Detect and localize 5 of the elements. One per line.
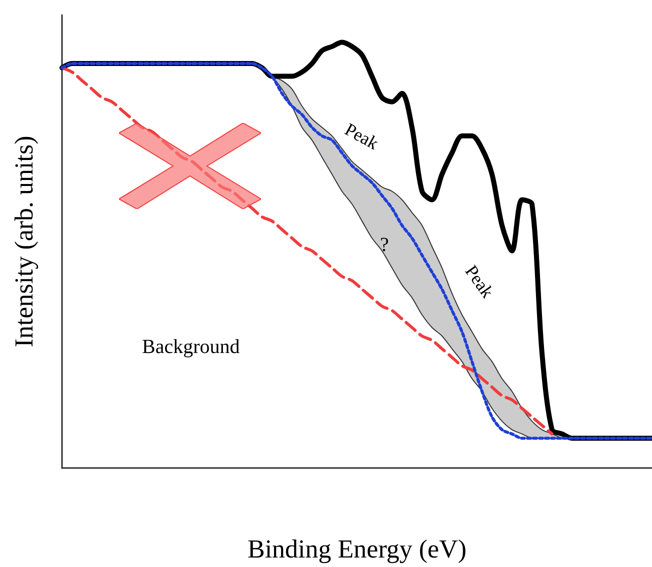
- annotation: Peak: [342, 119, 382, 154]
- y-axis-title: Intensity (arb. units): [10, 136, 38, 348]
- annotation: ?: [380, 234, 389, 256]
- annotation: Background: [142, 336, 240, 358]
- x-axis-title: Binding Energy (eV): [247, 534, 467, 564]
